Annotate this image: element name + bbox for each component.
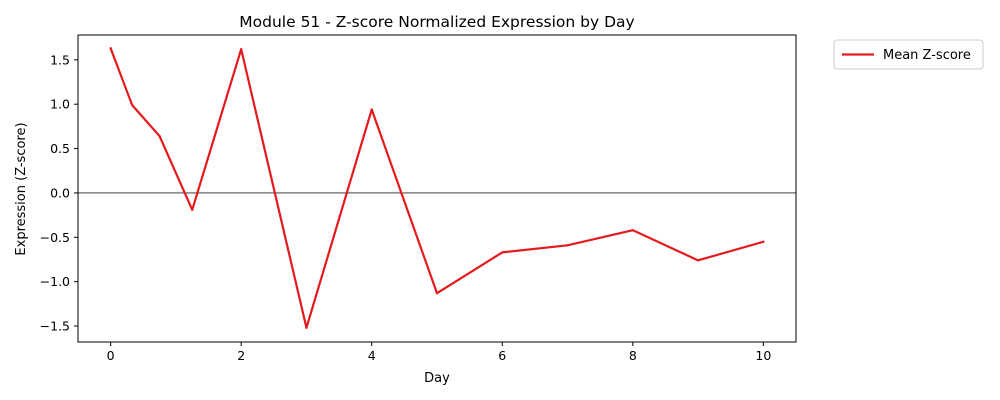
data-point (131, 103, 134, 107)
x-tick-label: 2 (237, 348, 245, 363)
y-tick-label: −0.5 (40, 230, 70, 245)
y-tick-label: 1.0 (50, 97, 70, 112)
data-point (240, 48, 243, 51)
data-point (435, 292, 439, 295)
legend: Mean Z-score (833, 39, 984, 70)
x-tick-label: 0 (107, 348, 115, 363)
data-point (501, 251, 504, 254)
y-tick-label: −1.5 (40, 319, 70, 334)
x-tick-label: 4 (368, 348, 376, 363)
series-line-0 (109, 47, 765, 329)
data-point (370, 108, 373, 111)
plot-area: 0 2 4 6 8 10 −1.5 −1.0 −0.5 0.0 0.5 1.0 1.5 (40, 34, 797, 363)
data-point (305, 326, 308, 329)
y-tick-label: 0.5 (50, 141, 70, 156)
legend-label: Mean Z-score (883, 48, 971, 63)
legend-box (833, 39, 984, 70)
y-axis-title: Expression (Z-score) (14, 122, 29, 255)
data-point (191, 208, 194, 211)
data-point (631, 229, 634, 232)
data-point (109, 47, 112, 50)
data-point (158, 135, 161, 138)
x-tick-label: 10 (755, 348, 771, 363)
data-point (696, 259, 700, 262)
plot-frame (77, 34, 797, 343)
data-point (566, 244, 569, 247)
y-tick-label: −1.0 (40, 274, 70, 289)
x-axis-title: Day (424, 371, 450, 386)
chart-title: Module 51 - Z-score Normalized Expressio… (239, 13, 634, 31)
y-tick-label: 0.0 (50, 185, 70, 200)
x-tick-label: 6 (498, 348, 506, 363)
x-tick-label: 8 (629, 348, 637, 363)
y-tick-label: 1.5 (50, 52, 70, 67)
data-point (762, 240, 765, 243)
